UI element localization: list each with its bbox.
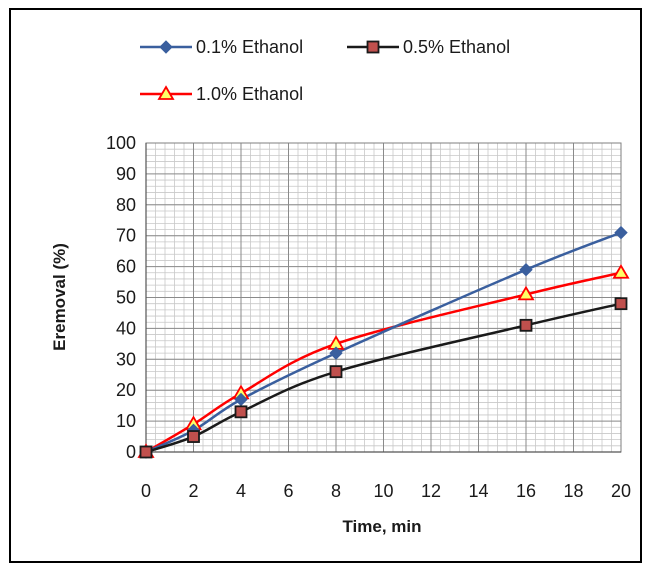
x-tick-label: 6 [283, 481, 293, 501]
x-tick-label: 4 [236, 481, 246, 501]
data-point-diamond [329, 346, 343, 360]
x-tick-label: 20 [611, 481, 631, 501]
data-point-square [329, 365, 343, 379]
y-tick-label: 20 [116, 380, 136, 400]
data-point-square [614, 297, 628, 311]
plot-grid [145, 142, 622, 453]
x-tick-label: 10 [373, 481, 393, 501]
data-point-triangle [612, 263, 630, 279]
data-point-square [234, 405, 248, 419]
y-tick-label: 70 [116, 226, 136, 246]
series-lines [137, 225, 630, 459]
data-point-diamond [614, 225, 628, 240]
legend-marker [366, 40, 380, 54]
data-point-square [139, 445, 153, 459]
y-tick-label: 80 [116, 195, 136, 215]
data-point-diamond [519, 262, 533, 277]
x-tick-label: 18 [563, 481, 583, 501]
x-tick-label: 2 [188, 481, 198, 501]
data-point-square [187, 430, 200, 443]
legend-item: 1.0% Ethanol [140, 84, 303, 104]
y-tick-label: 40 [116, 318, 136, 338]
data-point-triangle [517, 285, 535, 301]
y-tick-label: 100 [106, 133, 136, 153]
y-tick-label: 50 [116, 288, 136, 308]
legend-item: 0.5% Ethanol [347, 37, 510, 57]
x-tick-label: 8 [331, 481, 341, 501]
x-tick-label: 0 [141, 481, 151, 501]
y-tick-label: 10 [116, 411, 136, 431]
legend: 0.1% Ethanol 0.5% Ethanol 1.0% Ethanol [140, 37, 510, 104]
y-tick-label: 0 [126, 442, 136, 462]
legend-marker [159, 40, 173, 54]
tick-labels: 0 2 4 6 8 10 12 14 16 18 20 0 10 20 30 40 50 60 70 80 90 100 [106, 133, 631, 501]
x-tick-label: 16 [516, 481, 536, 501]
y-tick-label: 90 [116, 164, 136, 184]
legend-label: 0.1% Ethanol [196, 37, 303, 57]
y-tick-label: 60 [116, 257, 136, 277]
data-point-square [519, 318, 533, 332]
x-tick-label: 12 [421, 481, 441, 501]
legend-marker [157, 85, 175, 100]
x-tick-label: 14 [468, 481, 488, 501]
y-axis-title: Eremoval (%) [50, 243, 69, 351]
legend-label: 1.0% Ethanol [196, 84, 303, 104]
y-tick-label: 30 [116, 349, 136, 369]
x-axis-title: Time, min [342, 517, 421, 536]
legend-item: 0.1% Ethanol [140, 37, 303, 57]
legend-label: 0.5% Ethanol [403, 37, 510, 57]
